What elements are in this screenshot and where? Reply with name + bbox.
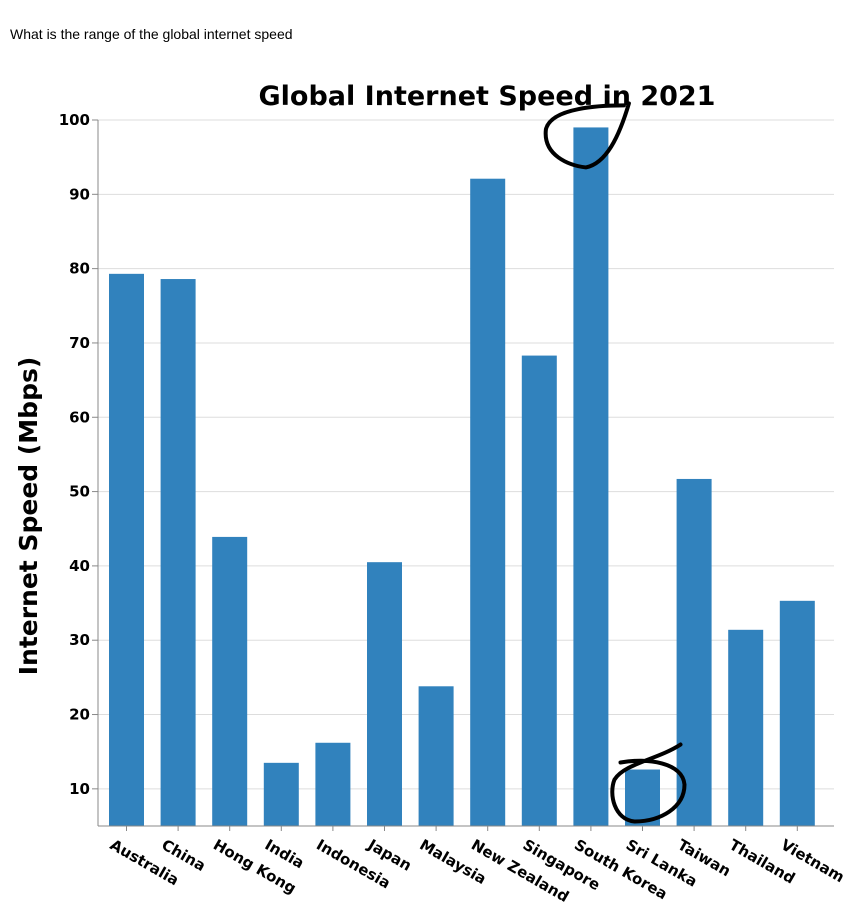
chart-title: Global Internet Speed in 2021 [259,81,716,112]
bar-australia [109,273,144,826]
question-text: What is the range of the global internet… [10,26,293,42]
bars [109,127,815,827]
bar-hong-kong [212,536,248,826]
bar-indonesia [315,742,351,826]
y-tick-label: 10 [69,780,90,798]
y-tick-label: 20 [69,706,90,724]
bar-china [160,279,196,827]
bar-thailand [728,629,764,826]
bar-sri-lanka [625,769,660,826]
y-axis-label: Internet Speed (Mbps) [14,357,43,676]
y-tick-label: 90 [69,185,90,203]
y-tick-label: 40 [69,557,90,575]
annotations [543,101,687,824]
bar-singapore [521,355,557,826]
bar-new-zealand [470,178,506,826]
y-tick-label: 50 [69,483,90,501]
bar-taiwan [676,478,712,826]
y-tick-label: 100 [59,111,90,129]
y-tick-label: 70 [69,334,90,352]
bar-south-korea [573,127,609,826]
y-tick-labels: 10 20 30 40 50 60 70 80 90 100 [59,111,90,798]
annotation-circle-sri-lanka [610,742,687,824]
annotation-circle-south-korea [543,101,631,170]
y-tick-label: 60 [69,408,90,426]
bar-vietnam [779,600,815,826]
bar-malaysia [418,686,454,826]
gridlines [98,119,834,790]
y-tick-label: 30 [69,631,90,649]
bar-india [263,762,299,826]
bar-japan [367,562,402,826]
y-tick-label: 80 [69,260,90,278]
axes [92,119,834,831]
